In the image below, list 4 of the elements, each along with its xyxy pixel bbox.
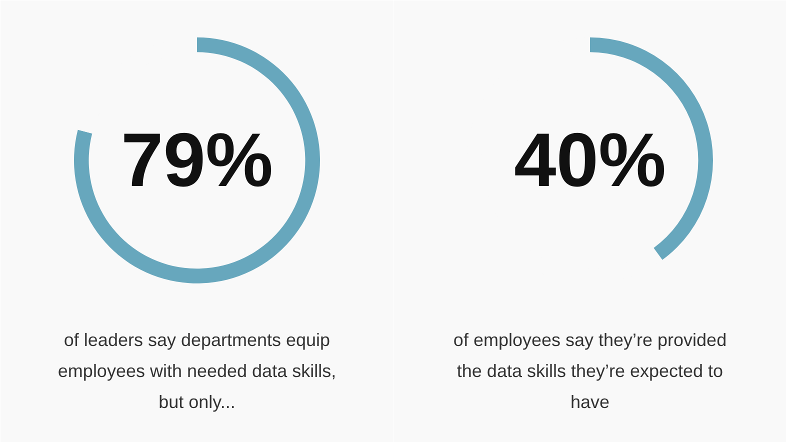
text: of employees say they’re provided the data skills they’re expected to have bbox=[453, 330, 727, 412]
data-label: 40% bbox=[514, 118, 666, 203]
text: of leaders say departments equip employees with needed data skills, but only... bbox=[58, 330, 336, 412]
data-label: 79% bbox=[120, 118, 274, 203]
